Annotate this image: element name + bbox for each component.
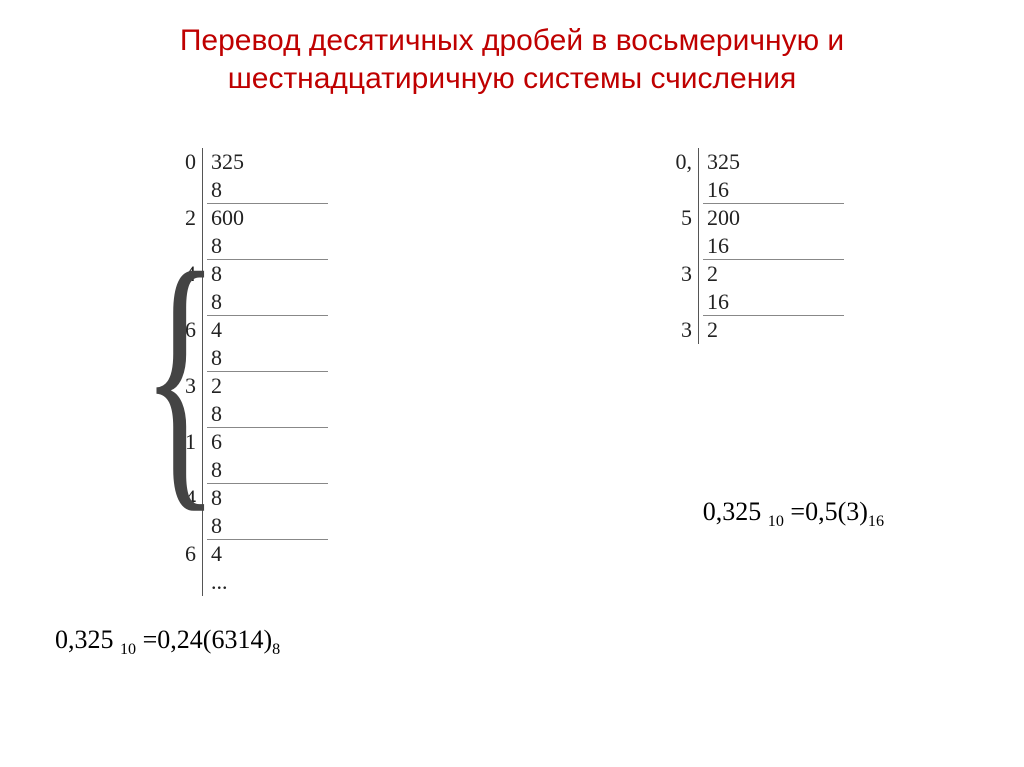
page-title: Перевод десятичных дробей в восьмеричную… — [0, 22, 1024, 99]
vertical-bar-icon — [202, 316, 203, 344]
vertical-bar-icon — [202, 400, 203, 428]
vertical-bar-icon — [202, 484, 203, 512]
frac-digits: 6 — [207, 429, 328, 455]
calc-row: 8 — [158, 344, 328, 372]
rhs-base: 8 — [272, 641, 280, 658]
vertical-bar-icon — [202, 568, 203, 596]
lhs-value: 0,325 — [703, 497, 762, 526]
vertical-bar-icon — [202, 176, 203, 204]
vertical-bar-icon — [698, 176, 699, 204]
frac-digits: 16 — [703, 177, 844, 204]
frac-digits: 16 — [703, 289, 844, 316]
frac-digits: 200 — [703, 205, 844, 231]
vertical-bar-icon — [202, 540, 203, 568]
int-digit: 1 — [158, 429, 202, 455]
calc-row: 32 — [158, 372, 328, 400]
calc-row: 2600 — [158, 204, 328, 232]
frac-digits: 8 — [207, 177, 328, 204]
result-octal: 0,325 10 =0,24(6314)8 — [55, 625, 280, 659]
calc-row: 8 — [158, 456, 328, 484]
frac-digits: 2 — [207, 373, 328, 399]
calc-block-octal: 032582600848864832816848864... — [158, 148, 328, 596]
calc-row: 32 — [654, 260, 844, 288]
calc-row: 5200 — [654, 204, 844, 232]
calc-row: 48 — [158, 484, 328, 512]
frac-digits: 4 — [207, 317, 328, 343]
frac-digits: ... — [207, 569, 328, 595]
vertical-bar-icon — [698, 232, 699, 260]
calc-row: ... — [158, 568, 328, 596]
title-line-2: шестнадцатиричную системы счисления — [228, 62, 797, 95]
vertical-bar-icon — [202, 344, 203, 372]
frac-digits: 4 — [207, 541, 328, 567]
calc-row: 0325 — [158, 148, 328, 176]
vertical-bar-icon — [202, 512, 203, 540]
frac-digits: 8 — [207, 401, 328, 428]
int-digit: 4 — [158, 261, 202, 287]
rhs-value: 0,24(6314) — [157, 625, 272, 654]
frac-digits: 2 — [703, 317, 844, 343]
int-digit: 2 — [158, 205, 202, 231]
int-digit: 6 — [158, 317, 202, 343]
int-digit: 3 — [158, 373, 202, 399]
calc-row: 8 — [158, 176, 328, 204]
frac-digits: 8 — [207, 345, 328, 372]
int-digit: 6 — [158, 541, 202, 567]
int-digit: 0, — [654, 149, 698, 175]
int-digit: 3 — [654, 261, 698, 287]
frac-digits: 8 — [207, 513, 328, 540]
vertical-bar-icon — [202, 260, 203, 288]
calc-row: 16 — [654, 176, 844, 204]
lhs-base: 10 — [120, 641, 136, 658]
frac-digits: 325 — [207, 149, 328, 175]
frac-digits: 600 — [207, 205, 328, 231]
frac-digits: 2 — [703, 261, 844, 287]
calc-row: 8 — [158, 400, 328, 428]
lhs-base: 10 — [768, 513, 784, 530]
frac-digits: 16 — [703, 233, 844, 260]
lhs-value: 0,325 — [55, 625, 114, 654]
calc-row: 8 — [158, 512, 328, 540]
frac-digits: 8 — [207, 457, 328, 484]
calc-row: 64 — [158, 316, 328, 344]
vertical-bar-icon — [202, 428, 203, 456]
calc-row: 16 — [158, 428, 328, 456]
frac-digits: 325 — [703, 149, 844, 175]
vertical-bar-icon — [698, 260, 699, 288]
calc-row: 0,325 — [654, 148, 844, 176]
vertical-bar-icon — [698, 148, 699, 176]
calc-row: 32 — [654, 316, 844, 344]
calc-row: 16 — [654, 288, 844, 316]
int-digit: 4 — [158, 485, 202, 511]
result-hex: 0,325 10 =0,5(3)16 — [703, 497, 884, 531]
vertical-bar-icon — [202, 232, 203, 260]
vertical-bar-icon — [202, 148, 203, 176]
vertical-bar-icon — [202, 372, 203, 400]
vertical-bar-icon — [698, 288, 699, 316]
vertical-bar-icon — [202, 204, 203, 232]
calc-row: 8 — [158, 288, 328, 316]
vertical-bar-icon — [698, 316, 699, 344]
calc-row: 16 — [654, 232, 844, 260]
int-digit: 0 — [158, 149, 202, 175]
vertical-bar-icon — [698, 204, 699, 232]
rhs-base: 16 — [868, 513, 884, 530]
frac-digits: 8 — [207, 233, 328, 260]
title-line-1: Перевод десятичных дробей в восьмеричную… — [180, 24, 844, 57]
vertical-bar-icon — [202, 456, 203, 484]
int-digit: 5 — [654, 205, 698, 231]
slide: Перевод десятичных дробей в восьмеричную… — [0, 0, 1024, 767]
rhs-value: 0,5(3) — [805, 497, 868, 526]
frac-digits: 8 — [207, 485, 328, 511]
frac-digits: 8 — [207, 261, 328, 287]
calc-row: 8 — [158, 232, 328, 260]
calc-block-hex: 0,32516520016321632 — [654, 148, 844, 344]
frac-digits: 8 — [207, 289, 328, 316]
calc-row: 48 — [158, 260, 328, 288]
calc-row: 64 — [158, 540, 328, 568]
vertical-bar-icon — [202, 288, 203, 316]
int-digit: 3 — [654, 317, 698, 343]
